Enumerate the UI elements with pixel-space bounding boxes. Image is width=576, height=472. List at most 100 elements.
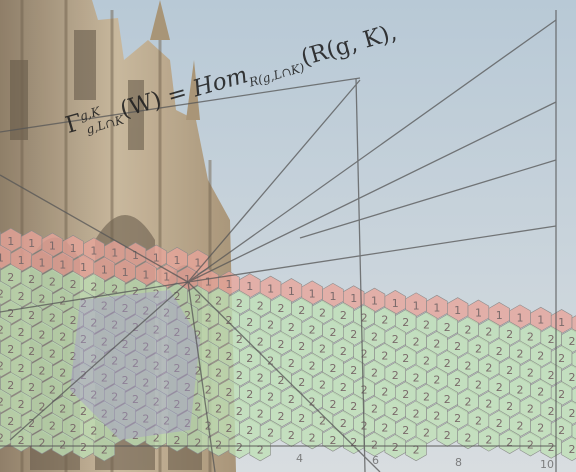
hex-label: 2 bbox=[485, 434, 492, 447]
hex-label: 2 bbox=[568, 407, 575, 420]
hex-label: 2 bbox=[194, 436, 201, 449]
hex-label: 2 bbox=[475, 414, 482, 427]
hex-label: 2 bbox=[329, 326, 336, 339]
hex-label: 1 bbox=[153, 251, 160, 264]
hex-label: 2 bbox=[28, 417, 35, 430]
x-tick-label: 10 bbox=[540, 458, 554, 471]
hex-label: 2 bbox=[236, 333, 243, 346]
hex-label: 2 bbox=[433, 338, 440, 351]
hex-label: 2 bbox=[423, 391, 430, 404]
hex-label: 1 bbox=[558, 316, 565, 329]
hex-label: 1 bbox=[433, 302, 440, 315]
hex-label: 2 bbox=[423, 355, 430, 368]
hex-label: 2 bbox=[7, 271, 14, 284]
hex-label: 2 bbox=[402, 352, 409, 365]
hex-label: 2 bbox=[59, 403, 66, 416]
hex-label: 2 bbox=[215, 295, 222, 308]
hex-label: 2 bbox=[558, 388, 565, 401]
hex-label: 2 bbox=[80, 297, 87, 310]
hex-label: 2 bbox=[527, 438, 534, 451]
hex-label: 2 bbox=[0, 396, 4, 409]
hex-label: 2 bbox=[226, 386, 233, 399]
hex-label: 2 bbox=[413, 407, 420, 420]
hex-label: 2 bbox=[392, 369, 399, 382]
hex-label: 2 bbox=[527, 402, 534, 415]
hex-label: 2 bbox=[381, 422, 388, 435]
hex-label: 2 bbox=[517, 419, 524, 432]
hex-label: 2 bbox=[205, 311, 212, 324]
hex-label: 2 bbox=[527, 330, 534, 343]
hex-label: 2 bbox=[70, 278, 77, 291]
hex-label: 2 bbox=[122, 302, 129, 315]
hex-label: 1 bbox=[371, 295, 378, 308]
hex-label: 2 bbox=[257, 407, 264, 420]
hex-label: 2 bbox=[59, 367, 66, 380]
hex-label: 2 bbox=[350, 400, 357, 413]
hex-label: 2 bbox=[174, 362, 181, 375]
hex-label: 2 bbox=[28, 381, 35, 394]
hex-label: 2 bbox=[319, 379, 326, 392]
hex-label: 2 bbox=[392, 441, 399, 454]
hex-label: 2 bbox=[90, 280, 97, 293]
hex-label: 2 bbox=[319, 415, 326, 428]
hex-label: 2 bbox=[236, 369, 243, 382]
hex-label: 2 bbox=[59, 331, 66, 344]
hex-label: 2 bbox=[381, 350, 388, 363]
hex-label: 2 bbox=[236, 297, 243, 310]
hex-label: 2 bbox=[215, 439, 222, 452]
hex-label: 2 bbox=[215, 403, 222, 416]
hex-label: 1 bbox=[28, 237, 35, 250]
hex-label: 2 bbox=[371, 403, 378, 416]
hex-label: 2 bbox=[132, 321, 139, 334]
hex-label: 2 bbox=[226, 350, 233, 363]
hex-label: 2 bbox=[267, 355, 274, 368]
hex-label: 2 bbox=[371, 439, 378, 452]
hex-label: 2 bbox=[246, 424, 253, 437]
hex-label: 2 bbox=[548, 405, 555, 418]
hex-label: 2 bbox=[70, 422, 77, 435]
hex-label: 2 bbox=[350, 364, 357, 377]
hex-label: 2 bbox=[49, 348, 56, 361]
hex-label: 2 bbox=[465, 359, 472, 372]
hex-label: 2 bbox=[454, 340, 461, 353]
hex-label: 2 bbox=[558, 424, 565, 437]
hex-label: 2 bbox=[246, 388, 253, 401]
hex-label: 2 bbox=[142, 412, 149, 425]
hex-label: 2 bbox=[402, 316, 409, 329]
hex-label: 2 bbox=[0, 432, 4, 445]
hex-label: 2 bbox=[142, 304, 149, 317]
hex-label: 2 bbox=[111, 283, 118, 296]
hex-label: 2 bbox=[485, 326, 492, 339]
hex-label: 2 bbox=[28, 309, 35, 322]
hex-label: 2 bbox=[70, 350, 77, 363]
hex-label: 2 bbox=[142, 376, 149, 389]
hex-label: 2 bbox=[215, 331, 222, 344]
hex-label: 2 bbox=[90, 352, 97, 365]
hex-label: 2 bbox=[90, 388, 97, 401]
hex-label: 2 bbox=[101, 444, 108, 457]
hex-label: 2 bbox=[568, 335, 575, 348]
hex-label: 2 bbox=[381, 386, 388, 399]
hex-label: 2 bbox=[142, 340, 149, 353]
hex-label: 2 bbox=[18, 290, 25, 303]
hex-label: 2 bbox=[70, 386, 77, 399]
hex-label: 2 bbox=[423, 319, 430, 332]
hex-label: 2 bbox=[257, 299, 264, 312]
hex-label: 2 bbox=[267, 391, 274, 404]
hex-label: 2 bbox=[7, 379, 14, 392]
hex-label: 2 bbox=[329, 362, 336, 375]
hex-label: 2 bbox=[122, 410, 129, 423]
hex-label: 2 bbox=[402, 424, 409, 437]
hex-label: 1 bbox=[329, 290, 336, 303]
hex-label: 2 bbox=[309, 323, 316, 336]
hex-label: 2 bbox=[132, 393, 139, 406]
hex-label: 2 bbox=[215, 367, 222, 380]
hex-label: 2 bbox=[340, 345, 347, 358]
hex-label: 2 bbox=[340, 309, 347, 322]
hex-label: 2 bbox=[246, 316, 253, 329]
hex-label: 2 bbox=[111, 391, 118, 404]
hex-label: 1 bbox=[413, 299, 420, 312]
hex-label: 1 bbox=[18, 254, 25, 267]
hex-label: 2 bbox=[548, 369, 555, 382]
